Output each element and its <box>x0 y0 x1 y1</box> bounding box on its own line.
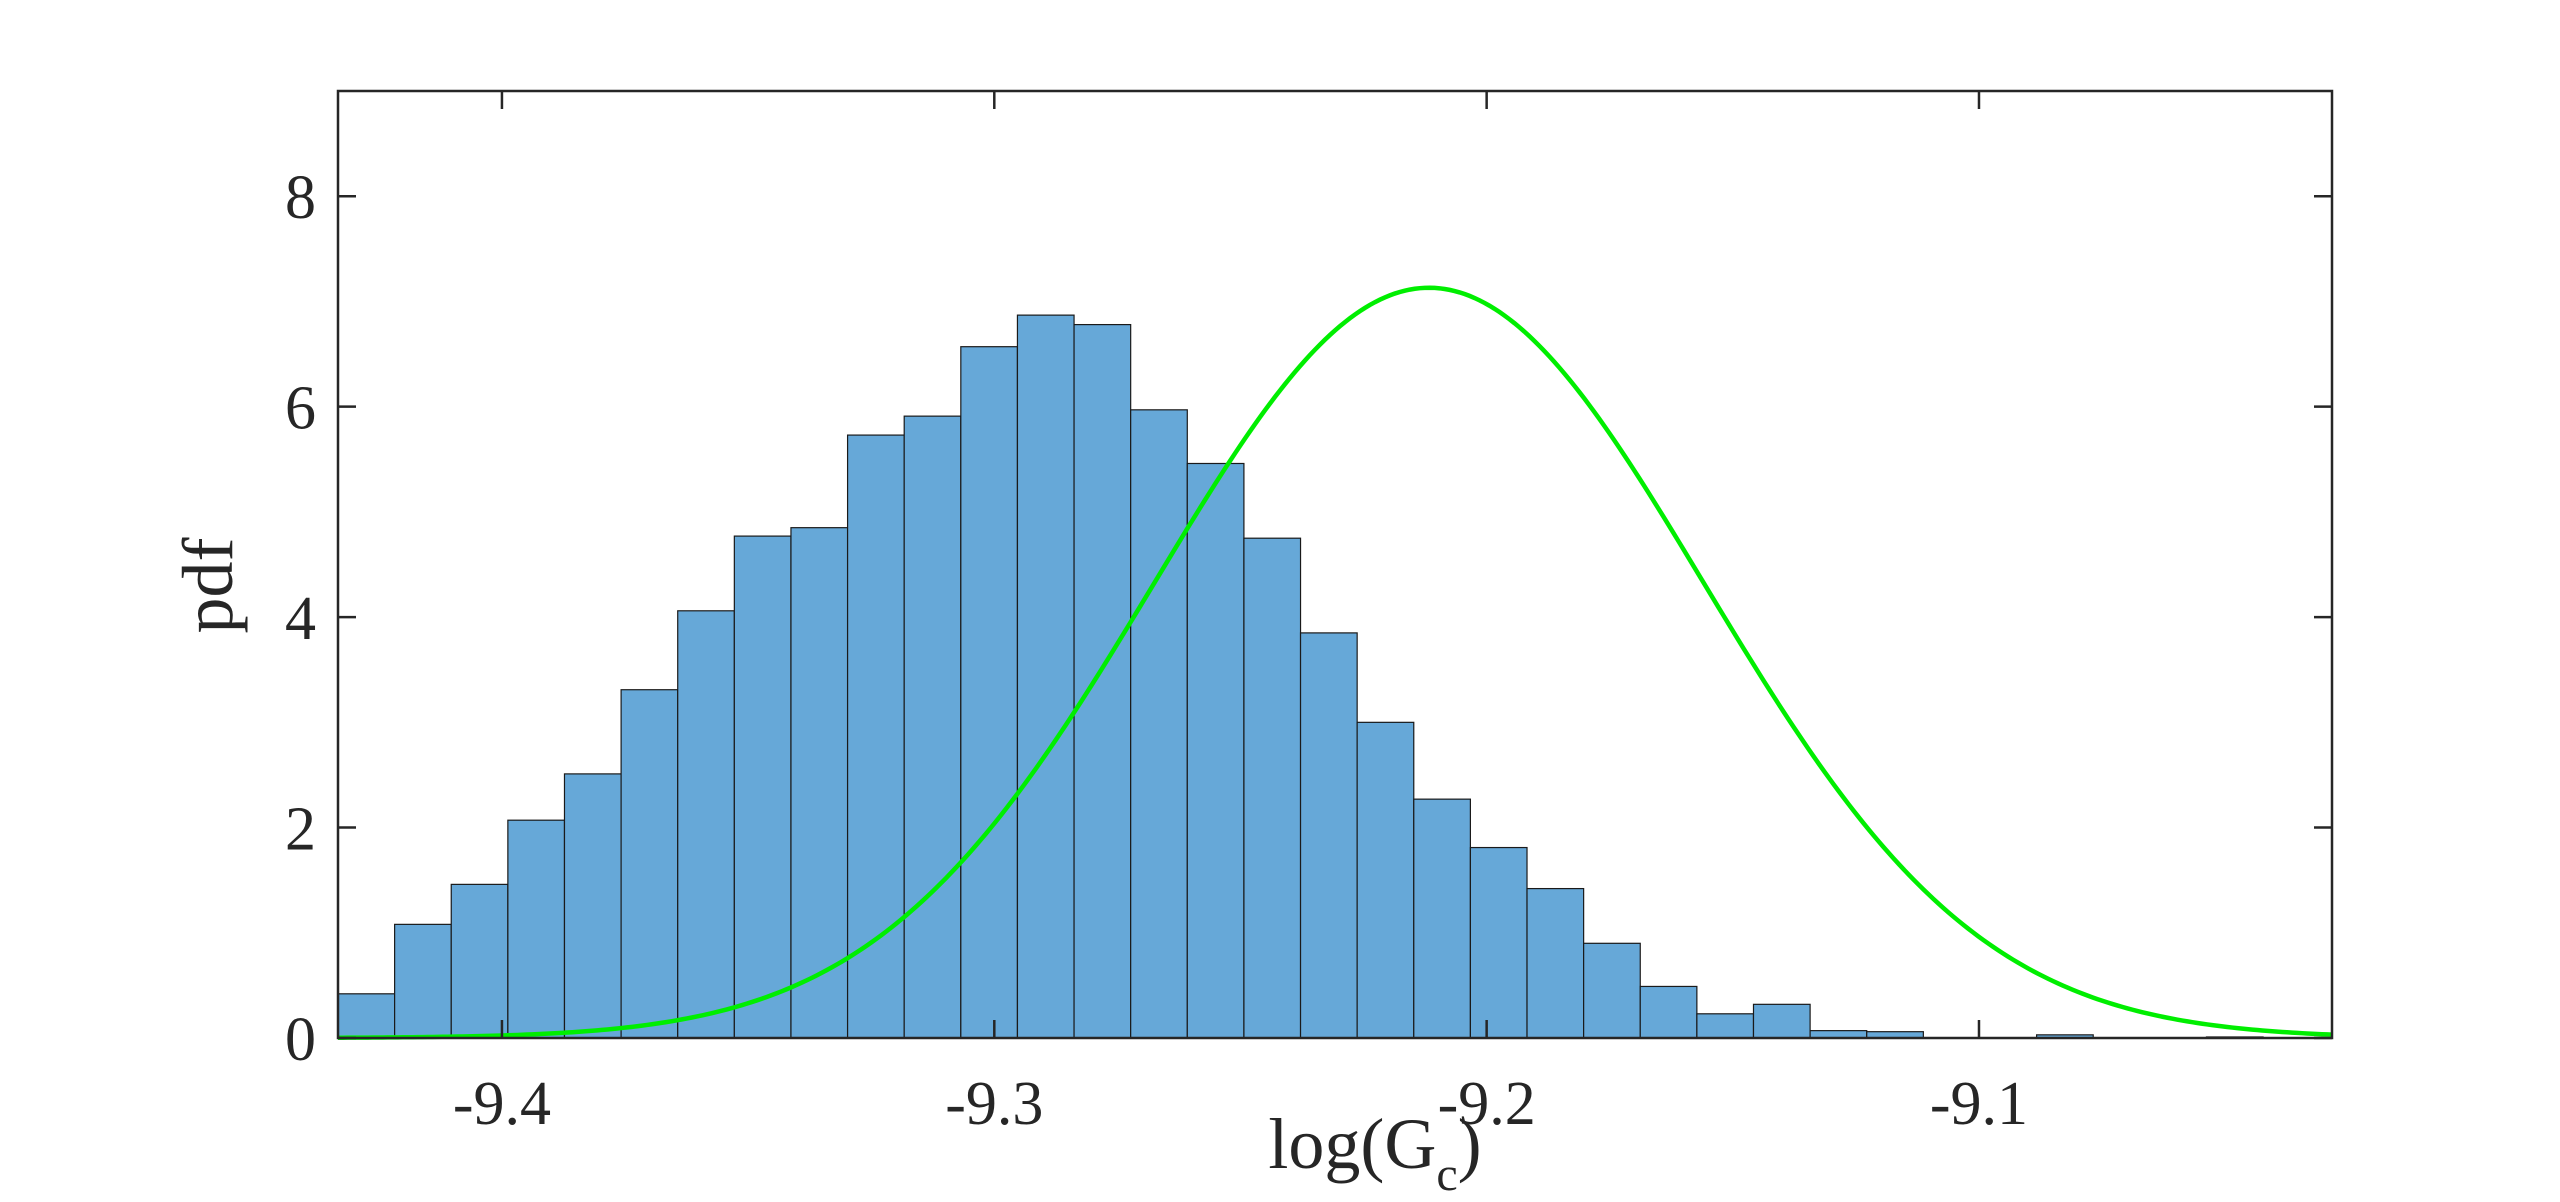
histogram-bar <box>1526 887 1585 1039</box>
histogram-bar <box>1130 409 1188 1039</box>
histogram-bar <box>620 689 679 1039</box>
y-axis-title: pdf <box>168 538 248 634</box>
x-tick-label: -9.2 <box>1438 1070 1536 1138</box>
histogram-bar <box>1073 323 1132 1039</box>
histogram-bar <box>1299 632 1358 1039</box>
histogram-bar <box>1752 1003 1811 1039</box>
histogram-bar <box>563 773 622 1039</box>
x-tick-label: -9.3 <box>945 1070 1043 1138</box>
histogram-bar <box>1696 1013 1755 1039</box>
histogram-bar <box>677 610 735 1039</box>
x-tick-labels: -9.4 -9.3 -9.2 -9.1 <box>453 1070 2028 1138</box>
x-axis-title-close: ) <box>1458 1104 1482 1184</box>
histogram-bar <box>450 883 509 1039</box>
y-tick-label: 4 <box>285 585 316 653</box>
histogram-bar <box>1356 721 1415 1039</box>
axis-ticks <box>338 91 2332 1040</box>
histogram-bar <box>1016 314 1075 1039</box>
histogram-bar <box>1186 462 1245 1039</box>
x-axis-title: log(Gc) <box>1268 1104 1481 1201</box>
histogram-bar <box>337 993 396 1039</box>
histogram-bar <box>733 535 792 1039</box>
histogram-bar <box>1469 846 1528 1039</box>
histogram-bar <box>1639 985 1698 1039</box>
histogram-bar <box>1243 537 1302 1039</box>
histogram-bar <box>1583 942 1641 1039</box>
histogram-bar <box>1413 798 1471 1039</box>
x-axis-title-main: log(G <box>1268 1104 1436 1184</box>
histogram-bar <box>790 527 849 1039</box>
y-tick-labels: 0 2 4 6 8 <box>285 164 316 1074</box>
density-curve <box>337 285 2333 1040</box>
y-tick-label: 2 <box>285 796 316 864</box>
histogram-bar <box>960 346 1019 1039</box>
histogram-bar <box>394 923 452 1039</box>
x-axis-title-subscript: c <box>1436 1148 1457 1201</box>
x-tick-label: -9.4 <box>453 1070 551 1138</box>
histogram-bars <box>337 314 2264 1039</box>
histogram-bar <box>846 434 905 1039</box>
y-tick-label: 6 <box>285 375 316 443</box>
plot-frame <box>336 89 2334 1040</box>
x-tick-label: -9.1 <box>1930 1070 2028 1138</box>
histogram-bar <box>903 415 962 1039</box>
y-tick-label: 8 <box>285 164 316 232</box>
histogram-bar <box>507 819 566 1039</box>
y-tick-label: 0 <box>285 1006 316 1074</box>
